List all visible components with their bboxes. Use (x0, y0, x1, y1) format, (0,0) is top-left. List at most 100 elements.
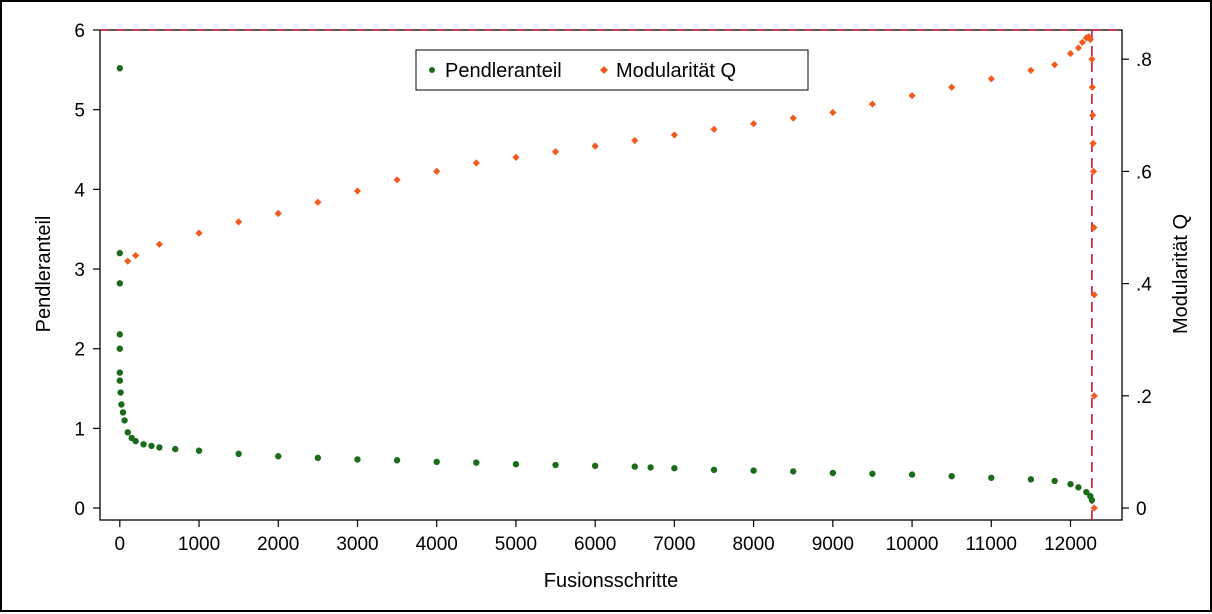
data-point-modularitaet (869, 100, 876, 107)
data-point-pendleranteil (140, 441, 146, 447)
data-point-pendleranteil (869, 471, 875, 477)
data-point-modularitaet (671, 131, 678, 138)
data-point-pendleranteil (592, 463, 598, 469)
data-point-pendleranteil (315, 455, 321, 461)
y-right-tick-label: 0 (1136, 499, 1147, 520)
data-point-modularitaet (393, 176, 400, 183)
data-point-pendleranteil (172, 446, 178, 452)
data-point-pendleranteil (632, 463, 638, 469)
data-point-pendleranteil (552, 462, 558, 468)
data-point-pendleranteil (354, 456, 360, 462)
data-point-pendleranteil (121, 417, 127, 423)
data-point-pendleranteil (156, 444, 162, 450)
data-point-pendleranteil (117, 280, 123, 286)
x-tick-label: 8000 (732, 534, 774, 555)
data-point-modularitaet (988, 75, 995, 82)
y-left-axis-title: Pendleranteil (33, 216, 55, 333)
data-point-modularitaet (829, 109, 836, 116)
y-right-tick-label: .4 (1136, 275, 1152, 296)
data-point-modularitaet (433, 168, 440, 175)
x-tick-label: 7000 (653, 534, 695, 555)
data-point-pendleranteil (1028, 476, 1034, 482)
plot-area (100, 30, 1122, 520)
data-point-modularitaet (1089, 84, 1096, 91)
data-point-pendleranteil (948, 473, 954, 479)
x-tick-label: 6000 (574, 534, 616, 555)
x-tick-label: 3000 (336, 534, 378, 555)
y-right-tick-label: .8 (1136, 50, 1152, 71)
data-point-modularitaet (473, 159, 480, 166)
data-point-pendleranteil (647, 464, 653, 470)
x-tick-label: 2000 (257, 534, 299, 555)
x-tick-label: 1000 (178, 534, 220, 555)
y-left-tick-label: 1 (74, 419, 85, 440)
data-point-modularitaet (592, 143, 599, 150)
x-tick-label: 11000 (966, 534, 1017, 555)
y-left-axis-ticks: 0 1 2 3 4 5 6 (74, 21, 100, 520)
data-point-pendleranteil (473, 459, 479, 465)
x-tick-label: 0 (115, 534, 126, 555)
data-point-pendleranteil (235, 451, 241, 457)
data-point-modularitaet (156, 241, 163, 248)
data-point-modularitaet (948, 84, 955, 91)
data-point-modularitaet (1051, 61, 1058, 68)
y-right-axis-ticks: 0 .2 .4 .6 .8 (1122, 50, 1152, 520)
y-left-tick-label: 2 (74, 340, 85, 361)
data-point-modularitaet (1090, 168, 1097, 175)
data-point-pendleranteil (830, 470, 836, 476)
x-tick-label: 9000 (812, 534, 854, 555)
x-axis-ticks: 0 1000 2000 3000 4000 5000 6000 7000 8000 9000 100… (115, 520, 1097, 555)
data-point-modularitaet (750, 120, 757, 127)
data-point-modularitaet (790, 114, 797, 121)
data-point-modularitaet (1089, 112, 1096, 119)
data-point-pendleranteil (117, 389, 123, 395)
y-left-tick-label: 3 (74, 260, 85, 281)
data-point-pendleranteil (117, 345, 123, 351)
x-tick-label: 4000 (416, 534, 458, 555)
data-point-pendleranteil (125, 429, 131, 435)
x-tick-label: 12000 (1044, 534, 1097, 555)
data-point-pendleranteil (1075, 484, 1081, 490)
data-point-pendleranteil (988, 475, 994, 481)
y-right-tick-label: .2 (1136, 387, 1152, 408)
y-left-tick-label: 5 (74, 101, 85, 122)
data-point-modularitaet (552, 148, 559, 155)
data-point-pendleranteil (434, 459, 440, 465)
legend-label-pendleranteil: Pendleranteil (445, 60, 562, 82)
data-point-pendleranteil (117, 331, 123, 337)
data-point-pendleranteil (196, 447, 202, 453)
data-point-pendleranteil (275, 453, 281, 459)
data-point-pendleranteil (117, 250, 123, 256)
data-point-pendleranteil (132, 438, 138, 444)
legend: Pendleranteil Modularität Q (416, 50, 808, 90)
x-tick-label: 5000 (495, 534, 537, 555)
data-point-modularitaet (132, 252, 139, 259)
data-point-modularitaet (1067, 50, 1074, 57)
reference-lines (100, 30, 1122, 520)
data-point-modularitaet (1089, 140, 1096, 147)
data-point-pendleranteil (790, 468, 796, 474)
data-point-pendleranteil (118, 401, 124, 407)
data-point-pendleranteil (117, 369, 123, 375)
y-left-tick-label: 6 (74, 21, 85, 42)
data-point-pendleranteil (1051, 478, 1057, 484)
data-point-pendleranteil (711, 467, 717, 473)
data-point-modularitaet (195, 230, 202, 237)
data-point-pendleranteil (671, 465, 677, 471)
y-right-axis-title: Modularität Q (1170, 214, 1192, 334)
data-point-modularitaet (1088, 56, 1095, 63)
data-point-modularitaet (354, 187, 361, 194)
data-point-modularitaet (710, 126, 717, 133)
y-right-tick-label: .6 (1136, 162, 1152, 183)
data-point-pendleranteil (909, 471, 915, 477)
legend-marker-pendleranteil (429, 67, 435, 73)
data-point-pendleranteil (750, 467, 756, 473)
data-point-modularitaet (1075, 44, 1082, 51)
data-point-pendleranteil (394, 457, 400, 463)
data-point-modularitaet (314, 199, 321, 206)
data-point-modularitaet (275, 210, 282, 217)
data-point-pendleranteil (120, 409, 126, 415)
data-point-modularitaet (235, 218, 242, 225)
